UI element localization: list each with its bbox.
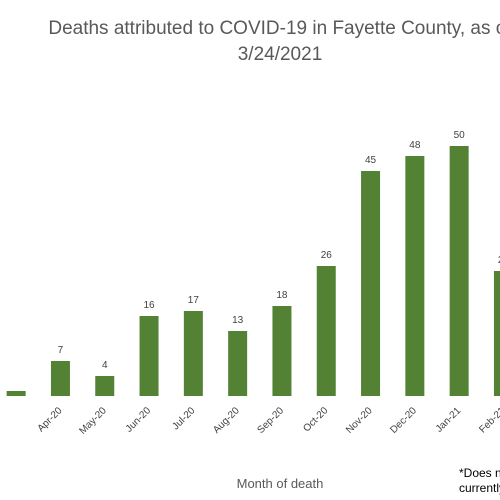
data-label-oct-20: 26 <box>321 250 333 261</box>
x-tick-label-jul-20: Jul-20 <box>170 405 197 432</box>
data-label-jan-21: 50 <box>454 130 466 141</box>
bar-sep-20 <box>272 306 292 396</box>
bar-feb-21 <box>493 271 500 396</box>
footnote-line-1: *Does n <box>459 466 500 480</box>
bar-may-20 <box>95 376 115 396</box>
bar-jul-20 <box>183 311 203 396</box>
bar-jun-20 <box>139 316 159 396</box>
bar-aug-20 <box>228 331 248 396</box>
x-tick-label-dec-20: Dec-20 <box>388 405 419 436</box>
x-tick-label-jun-20: Jun-20 <box>124 405 154 435</box>
x-tick-label-jan-21: Jan-21 <box>434 405 464 435</box>
x-tick-label-aug-20: Aug-20 <box>211 405 242 436</box>
x-axis-label: Month of death <box>236 476 324 491</box>
footnote: *Does n currently b <box>459 466 500 496</box>
bar-apr-20 <box>50 361 70 396</box>
data-label-feb-21: 25 <box>498 255 500 266</box>
data-label-nov-20: 45 <box>365 155 377 166</box>
footnote-line-2: currently b <box>459 481 500 495</box>
x-tick-label-feb-21: Feb-21 <box>477 405 500 435</box>
data-label-sep-20: 18 <box>276 290 288 301</box>
data-label-may-20: 4 <box>102 360 108 371</box>
data-label-dec-20: 48 <box>409 140 421 151</box>
data-label-aug-20: 13 <box>232 315 244 326</box>
bar-jan-21 <box>449 146 469 396</box>
bar-oct-20 <box>316 266 336 396</box>
chart-title-line-1: Deaths attributed to COVID-19 in Fayette… <box>48 18 500 39</box>
x-tick-label-apr-20: Apr-20 <box>36 405 65 434</box>
data-label-jul-20: 17 <box>188 295 200 306</box>
bar-nov-20 <box>361 171 381 396</box>
x-tick-label-may-20: May-20 <box>78 405 110 437</box>
x-tick-label-oct-20: Oct-20 <box>301 405 330 434</box>
data-label-apr-20: 7 <box>58 345 64 356</box>
x-tick-label-sep-20: Sep-20 <box>255 405 286 436</box>
x-tick-label-nov-20: Nov-20 <box>344 405 375 436</box>
chart-title-line-2: 3/24/2021 <box>237 44 323 65</box>
data-label-jun-20: 16 <box>143 300 155 311</box>
bar-mar-20 <box>6 391 26 396</box>
bar-dec-20 <box>405 156 425 396</box>
